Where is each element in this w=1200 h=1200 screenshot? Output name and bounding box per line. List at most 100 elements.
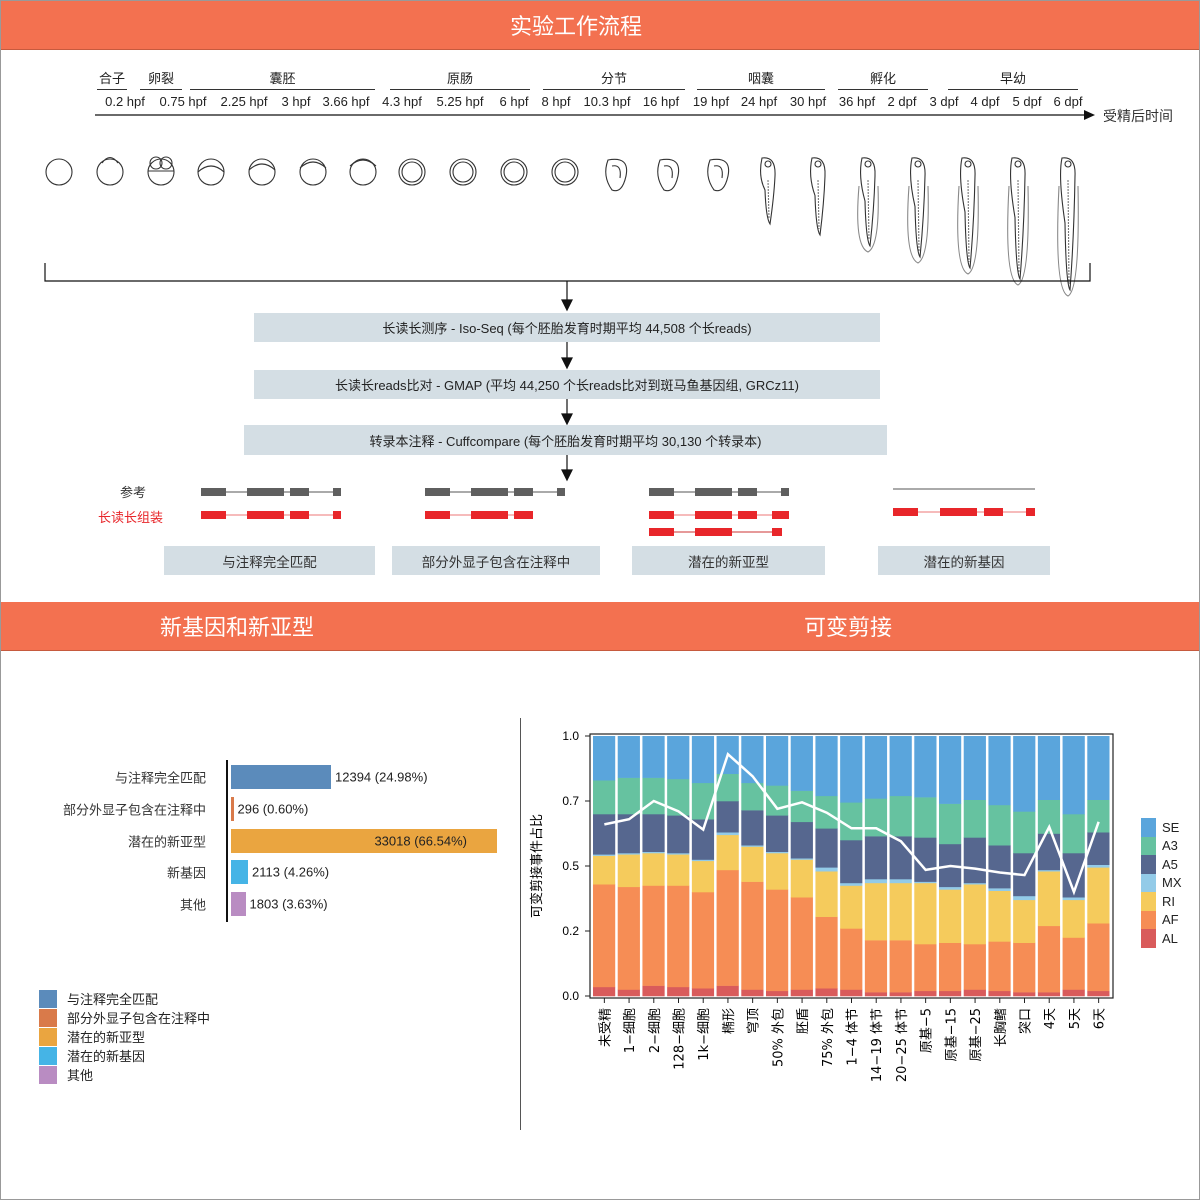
legend-item: RI xyxy=(1141,892,1175,911)
time-label: 19 hpf xyxy=(692,94,730,109)
stack-segment-AF xyxy=(914,944,937,992)
exon xyxy=(471,488,508,496)
stack-segment-A5 xyxy=(790,821,813,859)
stack-segment-RI xyxy=(864,882,888,941)
exon xyxy=(738,511,757,519)
stack-segment-RI xyxy=(617,854,640,888)
hbar xyxy=(231,797,234,821)
stack-segment-A5 xyxy=(691,819,715,860)
stack-segment-AF xyxy=(691,892,715,989)
embryo-icon xyxy=(759,157,776,226)
exon xyxy=(984,508,1003,516)
stack-segment-MX xyxy=(741,845,764,847)
embryo-icon xyxy=(197,158,225,186)
stack-segment-AF xyxy=(963,944,986,990)
time-label: 30 hpf xyxy=(789,94,827,109)
time-label: 3 hpf xyxy=(281,94,311,109)
legend-swatch xyxy=(1141,910,1156,929)
stack-segment-RI xyxy=(642,853,665,886)
embryo-icon xyxy=(1007,157,1029,286)
stack-segment-MX xyxy=(889,879,912,884)
y-tick-label: 0.0 xyxy=(562,989,579,1003)
reference-model xyxy=(201,488,341,496)
stack-segment-AF xyxy=(815,916,838,989)
hbar-category-label: 潜在的新亚型 xyxy=(127,835,206,851)
assembly-isoform-1 xyxy=(649,511,789,519)
exon xyxy=(772,528,782,536)
legend-label: AF xyxy=(1162,912,1179,928)
splicing-stacked-chart: 0.0 0.2 0.5 0.7 1.0 未受精 1−细胞 2−细胞 128−细胞 1k−细胞 椭形穹… xyxy=(529,729,1114,1082)
x-tick-label: 4天 xyxy=(1043,1008,1058,1029)
hbar-category-label: 与注释完全匹配 xyxy=(114,771,206,787)
results-header: 新基因和新亚型 可变剪接 xyxy=(1,602,1199,651)
embryo-icon xyxy=(96,156,124,186)
x-tick-label: 75% 外包 xyxy=(821,1008,836,1067)
exon xyxy=(649,511,674,519)
time-axis-arrow-icon xyxy=(1084,110,1095,120)
legend-label: 潜在的新亚型 xyxy=(67,1031,146,1046)
hbar-axis xyxy=(226,760,228,922)
exon xyxy=(471,511,508,519)
time-label: 6 hpf xyxy=(499,94,529,109)
stack-segment-SE xyxy=(1087,736,1110,800)
y-tick-label: 0.7 xyxy=(562,794,579,808)
exon xyxy=(649,488,674,496)
splicing-line xyxy=(604,751,1100,896)
stack-segment-A5 xyxy=(988,845,1011,889)
assembly-isoform-2 xyxy=(649,528,782,536)
stack-segment-AF xyxy=(741,881,764,990)
legend-label: 其他 xyxy=(67,1069,94,1084)
legend-swatch xyxy=(1141,836,1156,855)
time-label: 0.2 hpf xyxy=(105,94,145,109)
stack-segment-RI xyxy=(914,882,937,945)
embryo-icon xyxy=(551,158,579,186)
x-tick-label: 14−19 体节 xyxy=(870,1008,885,1082)
stack-segment-AL xyxy=(1087,990,1110,997)
hbar xyxy=(231,765,332,789)
stack-segment-MX xyxy=(642,851,665,854)
embryo-icon xyxy=(907,157,929,264)
legend-label: RI xyxy=(1162,893,1175,909)
stack-segment-AL xyxy=(1013,992,1036,997)
time-label: 24 hpf xyxy=(740,94,778,109)
stack-segment-SE xyxy=(790,736,813,791)
stack-segment-RI xyxy=(889,882,912,941)
stack-segment-AL xyxy=(914,990,937,997)
x-tick-label: 6天 xyxy=(1093,1008,1108,1029)
embryo-icon xyxy=(857,157,879,253)
stack-segment-AF xyxy=(617,886,640,990)
category-novel-gene: 潜在的新基因 xyxy=(878,546,1050,575)
stack-segment-RI xyxy=(716,834,739,871)
stack-segment-RI xyxy=(815,871,838,917)
stage-label: 原肠 xyxy=(390,68,530,90)
stack-segment-AL xyxy=(716,985,739,997)
stack-segment-AL xyxy=(864,992,888,997)
hbar-value-label: 12394 (24.98%) xyxy=(335,769,428,785)
stack-segment-RI xyxy=(741,846,764,882)
exon xyxy=(247,488,284,496)
embryo-icon xyxy=(809,157,826,237)
time-label: 4 dpf xyxy=(970,94,1000,109)
x-tick-label: 20−25 体节 xyxy=(895,1008,910,1082)
stack-segment-AL xyxy=(1062,989,1085,997)
stack-segment-AL xyxy=(988,990,1011,997)
stack-segment-A5 xyxy=(840,840,863,884)
stack-segment-SE xyxy=(617,736,640,778)
stack-segment-A5 xyxy=(1062,853,1085,898)
stack-segment-AL xyxy=(642,985,665,997)
stack-segment-RI xyxy=(840,885,863,929)
stack-segment-AF xyxy=(889,940,912,993)
exon xyxy=(425,511,450,519)
stack-segment-A3 xyxy=(963,799,986,838)
legend-item: 与注释完全匹配 xyxy=(39,989,158,1008)
stack-segment-A3 xyxy=(840,802,863,841)
reference-label: 参考 xyxy=(120,486,147,501)
time-label: 10.3 hpf xyxy=(583,94,631,109)
stack-segment-AL xyxy=(815,988,838,997)
y-tick-label: 0.2 xyxy=(562,924,579,938)
exon xyxy=(333,488,341,496)
stack-segment-AF xyxy=(1037,925,1061,993)
stack-segment-A3 xyxy=(939,803,962,845)
x-tick-label: 2−细胞 xyxy=(648,1008,663,1053)
hbar-category-label: 新基因 xyxy=(166,866,206,882)
